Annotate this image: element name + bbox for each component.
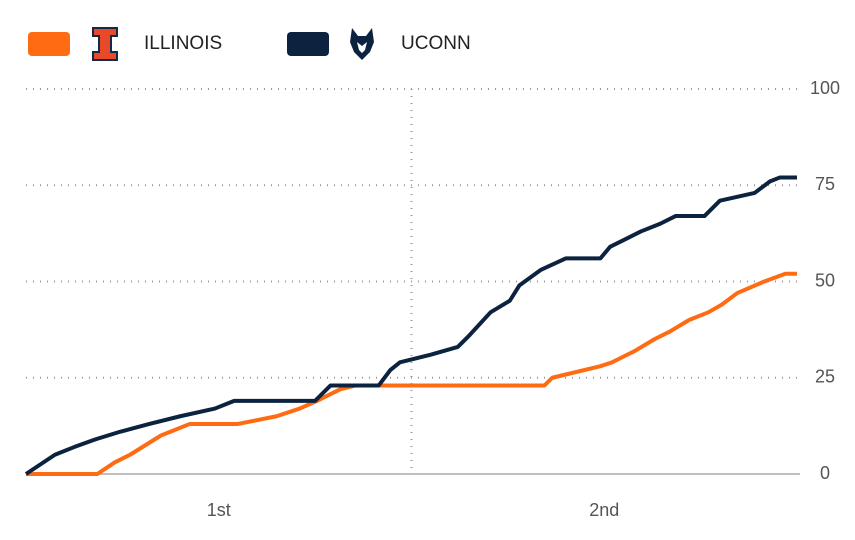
legend-label: UCONN xyxy=(401,33,471,54)
illinois-logo xyxy=(92,27,118,61)
y-tick-label: 50 xyxy=(815,270,835,290)
y-tick-label: 100 xyxy=(810,78,840,98)
y-tick-label: 0 xyxy=(820,463,830,483)
x-tick-label: 2nd xyxy=(589,500,619,520)
uconn-logo xyxy=(350,28,374,60)
legend-swatch xyxy=(28,32,70,56)
series-line xyxy=(24,175,797,476)
x-tick-label: 1st xyxy=(207,500,231,520)
y-tick-label: 25 xyxy=(815,367,835,387)
legend: ILLINOIS UCONN xyxy=(28,27,471,61)
series-line xyxy=(26,271,797,476)
legend-label: ILLINOIS xyxy=(144,33,222,54)
y-tick-label: 75 xyxy=(815,174,835,194)
legend-swatch xyxy=(287,32,329,56)
